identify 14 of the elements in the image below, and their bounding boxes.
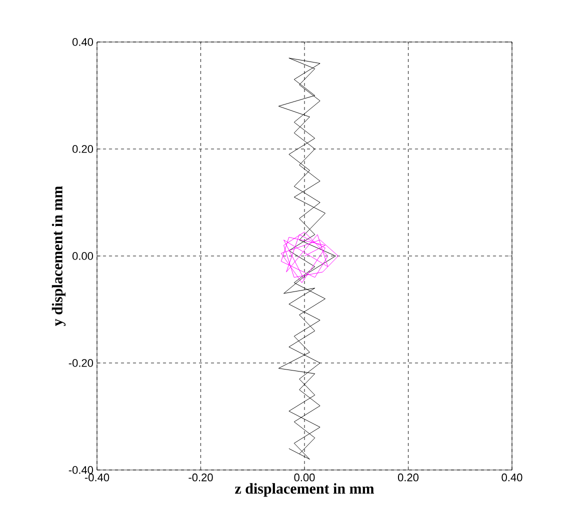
x-axis-title: z displacement in mm — [235, 483, 374, 497]
y-tick-label: 0.00 — [72, 252, 94, 260]
x-tick-label: 0.40 — [502, 474, 522, 482]
line-series — [280, 232, 338, 283]
x-tick-label: 0.00 — [294, 474, 315, 482]
y-tick-label: 0.40 — [72, 38, 94, 46]
x-tick-label: 0.20 — [398, 474, 419, 482]
x-tick-label: -0.20 — [188, 474, 213, 482]
y-tick-label: -0.40 — [68, 466, 94, 474]
y-tick-label: 0.20 — [72, 145, 94, 153]
y-axis-title: y displacement in mm — [52, 186, 66, 326]
line-series — [278, 58, 336, 460]
x-tick-label: -0.40 — [84, 474, 110, 482]
y-tick-label: -0.20 — [68, 359, 94, 367]
